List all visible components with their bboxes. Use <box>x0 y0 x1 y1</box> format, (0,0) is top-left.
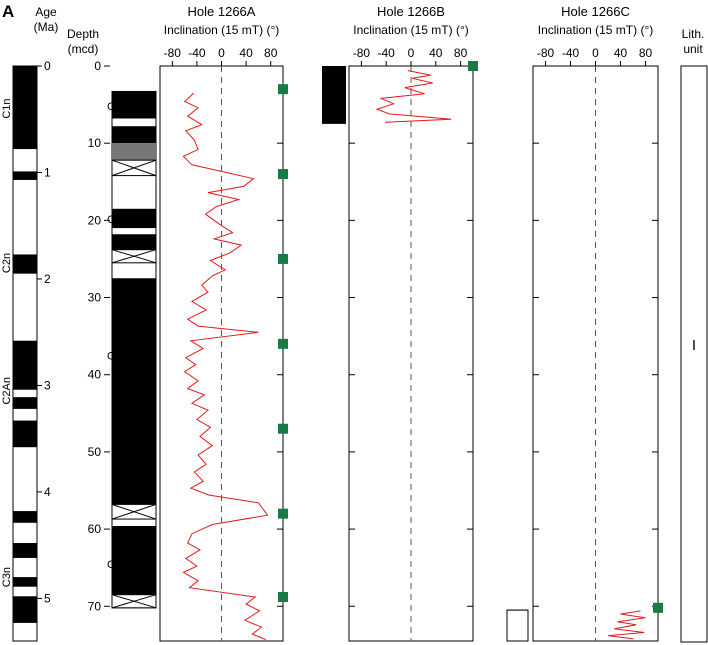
hole-1266b-panel: Hole 1266B Inclination (15 mT) (°) -80 -40 0… <box>322 4 478 642</box>
gpts-normal-5 <box>13 420 37 448</box>
hole-a-core-marker-6 <box>278 592 288 603</box>
depth-header-1: Depth <box>67 27 99 41</box>
lith-unit-label: I <box>692 337 696 354</box>
hole-c-title: Hole 1266C <box>561 4 630 19</box>
gpts-normal-3 <box>13 340 37 390</box>
core-chron-label-2: C2An <box>107 350 135 362</box>
hole-1266a-panel: Hole 1266A Inclination (15 mT) (°) C1n? C2n… <box>107 4 288 642</box>
age-header-2: (Ma) <box>34 20 59 34</box>
hole-a-normal-2 <box>112 208 156 229</box>
depth-tick-label-5: 50 <box>88 445 102 459</box>
age-tick-label-0: 0 <box>44 59 51 73</box>
hole-a-normal-0 <box>112 91 156 119</box>
depth-header-2: (mcd) <box>68 42 99 56</box>
hole-a-normal-1 <box>112 126 156 144</box>
gpts-normal-1 <box>13 171 37 180</box>
gpts-chron-label-3: C3n <box>1 567 13 587</box>
hole-c-xtick-label-2: 0 <box>592 46 599 60</box>
depth-tick-label-6: 60 <box>88 522 102 536</box>
gpts-normal-0 <box>13 66 37 150</box>
hole-b-xtick-label-1: -40 <box>378 46 396 60</box>
hole-a-normal-3 <box>112 234 156 250</box>
hole-a-uncertain-0 <box>112 143 156 161</box>
hole-a-xtick-label-2: 0 <box>218 46 225 60</box>
gpts-chron-label-0: C1n <box>1 98 13 118</box>
hole-c-gap-0 <box>506 609 529 642</box>
gpts-normal-2 <box>13 254 37 274</box>
hole-a-xtick-label-4: 80 <box>264 46 278 60</box>
hole-a-title: Hole 1266A <box>188 4 256 19</box>
gpts-normal-9 <box>13 596 37 623</box>
depth-tick-label-4: 40 <box>88 368 102 382</box>
hole-b-core-marker-0 <box>468 61 478 71</box>
hole-a-gap-cross-b-0 <box>111 159 157 177</box>
lith-header-1: Lith. <box>682 27 705 41</box>
hole-a-xtick-label-3: 40 <box>239 46 253 60</box>
hole-b-inclination-trace <box>375 70 452 123</box>
depth-tick-label-2: 20 <box>88 213 102 227</box>
hole-a-core-marker-4 <box>278 423 288 434</box>
hole-a-gap-cross-b-1 <box>111 249 157 264</box>
hole-b-xtick-label-4: 80 <box>454 46 468 60</box>
gpts-normal-7 <box>13 543 37 558</box>
gpts-normal-4 <box>13 397 37 409</box>
lith-header-2: unit <box>683 42 703 56</box>
hole-a-core-marker-2 <box>278 253 288 264</box>
age-tick-label-4: 4 <box>44 485 51 499</box>
age-tick-label-1: 1 <box>44 165 51 179</box>
gpts-chron-label-2: C2An <box>1 377 13 405</box>
hole-c-inclination-trace <box>607 610 646 640</box>
hole-c-xtick-label-1: -40 <box>562 46 580 60</box>
hole-a-normal-5 <box>112 526 156 595</box>
hole-a-gap-cross-b-2 <box>111 503 157 520</box>
age-header-1: Age <box>35 5 57 19</box>
core-chron-label-3: C3n <box>107 559 127 571</box>
age-tick-label-2: 2 <box>44 272 51 286</box>
hole-b-xtick-label-2: 0 <box>408 46 415 60</box>
hole-a-core-marker-5 <box>278 508 288 519</box>
hole-b-axis-label: Inclination (15 mT) (°) <box>353 23 469 37</box>
hole-c-xtick-label-4: 80 <box>639 46 653 60</box>
hole-a-normal-4 <box>112 278 156 505</box>
hole-b-xtick-label-0: -80 <box>353 46 371 60</box>
panel-label: A <box>2 2 14 21</box>
depth-tick-label-1: 10 <box>88 136 102 150</box>
hole-b-xtick-label-3: 40 <box>429 46 443 60</box>
hole-c-xtick-label-0: -80 <box>537 46 555 60</box>
hole-c-xtick-label-3: 40 <box>614 46 628 60</box>
depth-axis: 0 10 20 30 40 50 60 70 <box>88 59 110 613</box>
depth-tick-label-3: 30 <box>88 291 102 305</box>
hole-a-core-marker-3 <box>278 338 288 349</box>
depth-tick-label-0: 0 <box>94 59 101 73</box>
hole-a-core-marker-1 <box>278 169 288 180</box>
core-chron-label-1: C2n <box>107 214 127 226</box>
hole-a-inclination-trace <box>182 92 269 640</box>
hole-a-gap-cross-b-3 <box>111 594 157 609</box>
hole-b-normal-0 <box>322 66 346 124</box>
gpts-normal-8 <box>13 577 37 587</box>
lith-unit-column <box>680 65 708 643</box>
core-chron-label-0: C1n? <box>107 101 133 113</box>
hole-1266c-panel: Hole 1266C Inclination (15 mT) (°) -80 -40 0… <box>506 4 663 642</box>
hole-a-core-marker-0 <box>278 84 288 95</box>
gpts-chron-label-1: C2n <box>1 253 13 273</box>
hole-c-core-marker-0 <box>653 602 663 613</box>
hole-a-xtick-label-0: -80 <box>164 46 182 60</box>
age-tick-label-3: 3 <box>44 378 51 392</box>
gpts-column: 0 1 2 3 4 5 C1n C2n C2An C3n <box>1 59 51 642</box>
hole-a-xtick-label-1: -40 <box>188 46 206 60</box>
gpts-normal-6 <box>13 511 37 523</box>
age-tick-label-5: 5 <box>44 591 51 605</box>
hole-c-axis-label: Inclination (15 mT) (°) <box>538 23 654 37</box>
hole-a-axis-label: Inclination (15 mT) (°) <box>164 23 280 37</box>
hole-b-title: Hole 1266B <box>377 4 445 19</box>
depth-tick-label-7: 70 <box>88 599 102 613</box>
